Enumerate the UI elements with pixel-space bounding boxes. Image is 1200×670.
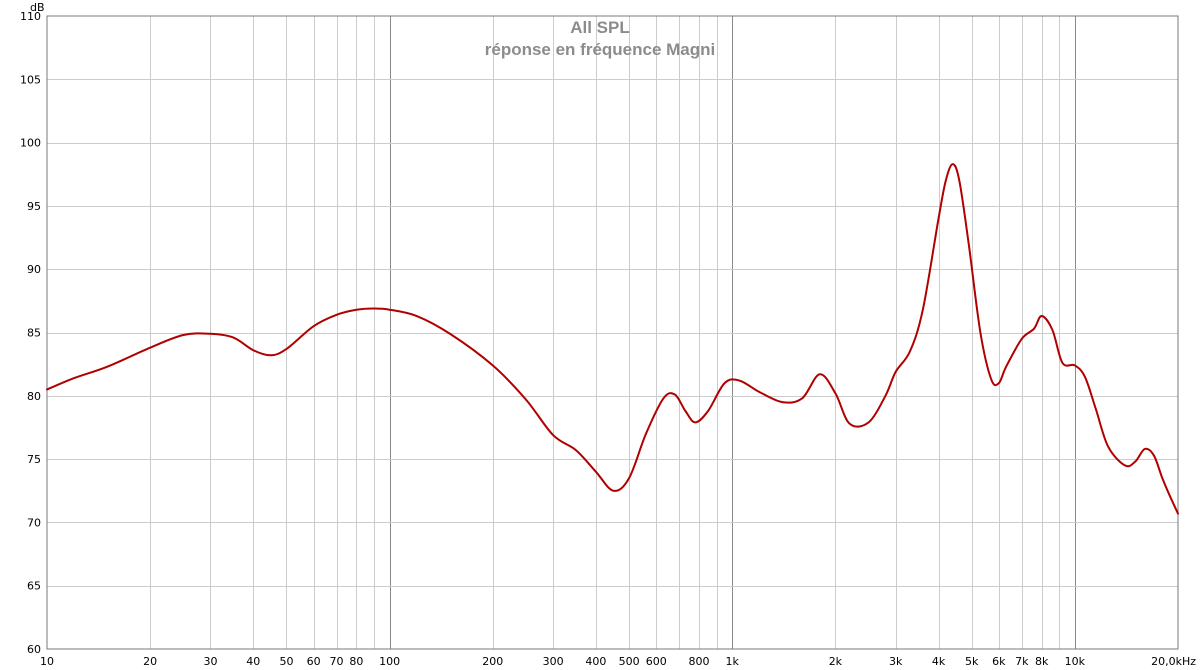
x-tick-label: 80 (349, 655, 363, 668)
x-tick-label: 5k (965, 655, 979, 668)
x-tick-label: 30 (203, 655, 217, 668)
x-tick-label: 100 (379, 655, 400, 668)
y-tick-label: 90 (27, 263, 41, 276)
x-tick-label: 300 (543, 655, 564, 668)
y-tick-label: 60 (27, 643, 41, 656)
x-tick-label: 7k (1015, 655, 1029, 668)
series-group (46, 163, 1179, 515)
y-axis-ticks: 60 65 70 75 80 85 90 95 100 105 110 (20, 10, 41, 656)
x-tick-label: 600 (646, 655, 667, 668)
y-tick-label: 95 (27, 200, 41, 213)
x-tick-label: 60 (307, 655, 321, 668)
grid-lines (47, 16, 1178, 649)
x-tick-label: 1k (726, 655, 740, 668)
x-tick-label: 70 (330, 655, 344, 668)
chart-subtitle: réponse en fréquence Magni (485, 40, 716, 59)
y-tick-label: 80 (27, 390, 41, 403)
x-axis-ticks: 10 20 30 40 50 60 70 80 100 200 300 400 500 600 800 1k 2… (40, 655, 1196, 668)
x-tick-label: 50 (279, 655, 293, 668)
x-tick-label: 10k (1065, 655, 1086, 668)
y-tick-label: 85 (27, 327, 41, 340)
y-tick-label: 65 (27, 580, 41, 593)
y-tick-label: 75 (27, 453, 41, 466)
y-tick-label: 70 (27, 516, 41, 529)
x-tick-label: 6k (992, 655, 1006, 668)
x-tick-label: 40 (246, 655, 260, 668)
x-tick-label: 800 (689, 655, 710, 668)
y-tick-label: 110 (20, 10, 41, 23)
y-tick-label: 100 (20, 137, 41, 150)
x-tick-label: 10 (40, 655, 54, 668)
y-tick-label: 105 (20, 73, 41, 86)
x-tick-label: 2k (829, 655, 843, 668)
x-tick-label: 500 (619, 655, 640, 668)
x-tick-label: 400 (585, 655, 606, 668)
x-tick-label: 200 (482, 655, 503, 668)
chart-title: All SPL (570, 18, 630, 37)
plot-frame (46, 15, 1179, 650)
y-axis-label: dB (30, 1, 45, 14)
x-tick-label: 8k (1035, 655, 1049, 668)
x-tick-label: 20,0kHz (1151, 655, 1196, 668)
series-line (46, 163, 1179, 515)
x-tick-label: 3k (889, 655, 903, 668)
x-tick-label: 20 (143, 655, 157, 668)
x-tick-label: 4k (932, 655, 946, 668)
